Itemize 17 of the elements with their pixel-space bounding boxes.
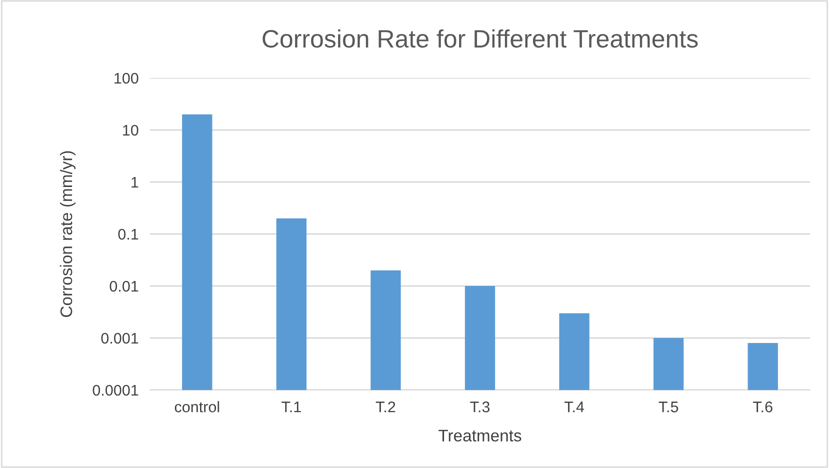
- chart-title: Corrosion Rate for Different Treatments: [262, 29, 698, 48]
- x-tick-label: T.1: [282, 402, 301, 412]
- y-tick-label: 0.0001: [92, 384, 138, 396]
- y-tick-label: 0.1: [118, 228, 138, 240]
- y-tick-label: 0.01: [110, 280, 138, 292]
- y-tick-label: 0.001: [101, 332, 138, 344]
- y-tick-label: 10: [123, 124, 138, 136]
- y-tick-label: 1: [132, 177, 138, 188]
- x-axis-title: Treatments: [438, 430, 522, 442]
- x-tick-label: T.5: [658, 402, 678, 412]
- x-tick-label: T.6: [753, 402, 772, 412]
- x-tick-label: T.4: [564, 402, 584, 412]
- y-tick-label: 100: [114, 72, 138, 84]
- x-tick-label: T.3: [470, 402, 490, 412]
- x-tick-label: T.2: [376, 402, 396, 412]
- x-tick-label: control: [174, 401, 220, 412]
- y-axis-title: Corrosion rate (mm/yr): [60, 151, 76, 317]
